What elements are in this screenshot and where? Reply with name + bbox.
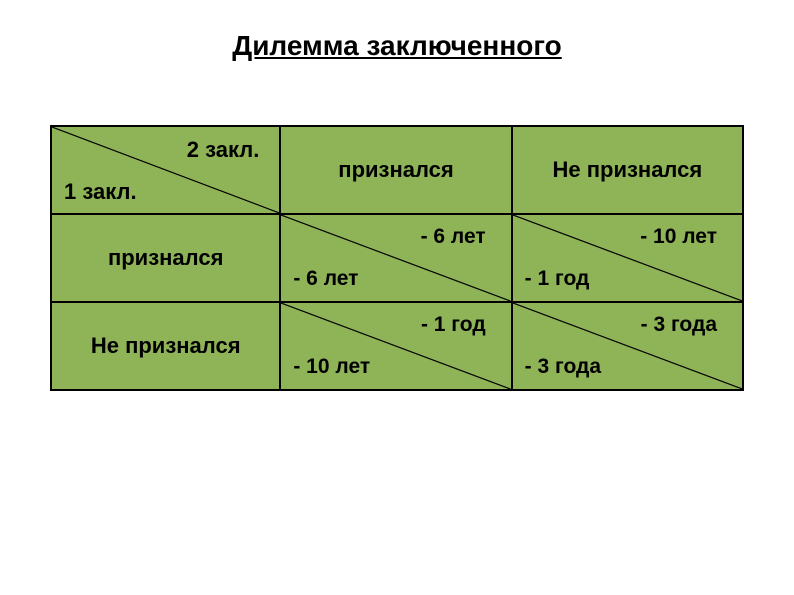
corner-header-cell: 2 закл. 1 закл. bbox=[51, 126, 280, 214]
row-header-1: Не признался bbox=[51, 302, 280, 390]
col-header-1: Не признался bbox=[512, 126, 743, 214]
payoff-cell-1-1: - 3 года - 3 года bbox=[512, 302, 743, 390]
payoff-bottom: - 1 год bbox=[525, 267, 590, 291]
page-title: Дилемма заключенного bbox=[232, 30, 561, 62]
player2-label: 2 закл. bbox=[187, 137, 260, 163]
payoff-top: - 3 года bbox=[641, 313, 717, 337]
payoff-top: - 6 лет bbox=[421, 225, 486, 249]
payoff-cell-0-0: - 6 лет - 6 лет bbox=[280, 214, 511, 302]
payoff-matrix: 2 закл. 1 закл. признался Не признался п… bbox=[50, 125, 744, 391]
payoff-bottom: - 10 лет bbox=[293, 355, 370, 379]
payoff-bottom: - 3 года bbox=[525, 355, 601, 379]
payoff-top: - 1 год bbox=[421, 313, 486, 337]
prisoners-dilemma-table: 2 закл. 1 закл. признался Не признался п… bbox=[50, 125, 744, 391]
payoff-bottom: - 6 лет bbox=[293, 267, 358, 291]
payoff-cell-0-1: - 10 лет - 1 год bbox=[512, 214, 743, 302]
row-header-0: признался bbox=[51, 214, 280, 302]
col-header-0: признался bbox=[280, 126, 511, 214]
payoff-cell-1-0: - 1 год - 10 лет bbox=[280, 302, 511, 390]
player1-label: 1 закл. bbox=[64, 179, 137, 205]
payoff-top: - 10 лет bbox=[640, 225, 717, 249]
